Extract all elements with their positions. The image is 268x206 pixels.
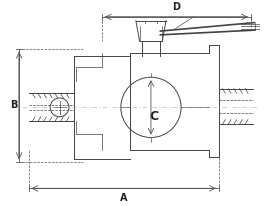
Text: B: B <box>10 101 17 110</box>
Text: D: D <box>172 2 180 12</box>
Text: A: A <box>120 193 127 203</box>
Text: C: C <box>149 110 158 123</box>
